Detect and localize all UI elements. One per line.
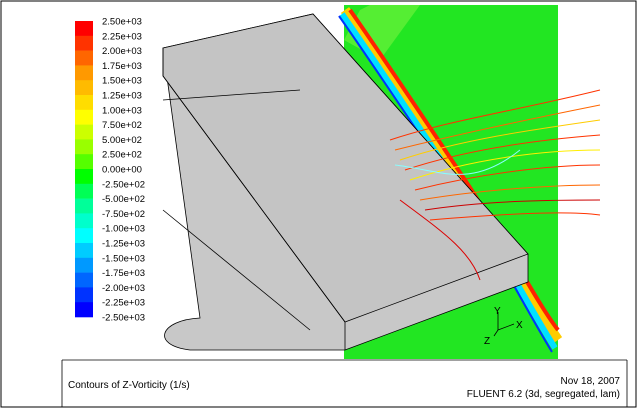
colorbar-label: 2.00e+03 bbox=[102, 46, 142, 57]
colorbar-cell bbox=[75, 80, 93, 95]
colorbar-cell bbox=[75, 110, 93, 125]
colorbar-label: 5.00e+02 bbox=[102, 135, 142, 146]
colorbar-label: 7.50e+02 bbox=[102, 120, 142, 131]
colorbar-cell bbox=[75, 169, 93, 184]
colorbar: 2.50e+03 2.25e+03 2.00e+03 1.75e+03 1.50e+03… bbox=[75, 17, 145, 324]
colorbar-label: 0.00e+00 bbox=[102, 165, 142, 176]
colorbar-cell bbox=[75, 228, 93, 243]
colorbar-label: -2.00e+03 bbox=[102, 283, 145, 294]
colorbar-label: 1.00e+03 bbox=[102, 105, 142, 116]
page: {"colorbar": { "labels": ["2.50e+03","2.… bbox=[0, 0, 637, 408]
colorbar-label: -5.00e+02 bbox=[102, 194, 145, 205]
colorbar-label: -2.50e+03 bbox=[102, 313, 145, 324]
fluent-window: Y X Z Contours of Z-Vorticity (1/s) Nov … bbox=[0, 0, 637, 408]
colorbar-label: -1.00e+03 bbox=[102, 224, 145, 235]
colorbar-label: -2.50e+02 bbox=[102, 179, 145, 190]
colorbar-cell bbox=[75, 21, 93, 36]
axis-label: Y bbox=[494, 306, 501, 317]
colorbar-cell bbox=[75, 139, 93, 154]
colorbar-cell bbox=[75, 258, 93, 273]
colorbar-label: 1.50e+03 bbox=[102, 76, 142, 87]
colorbar-label: -7.50e+02 bbox=[102, 209, 145, 220]
colorbar-label: 2.50e+02 bbox=[102, 150, 142, 161]
footer-date: Nov 18, 2007 bbox=[561, 376, 621, 387]
colorbar-label: 2.50e+03 bbox=[102, 17, 142, 28]
colorbar-cell bbox=[75, 302, 93, 317]
colorbar-label: 1.25e+03 bbox=[102, 91, 142, 102]
colorbar-cell bbox=[75, 243, 93, 258]
axis-label: X bbox=[516, 320, 523, 331]
colorbar-cell bbox=[75, 154, 93, 169]
colorbar-cell bbox=[75, 199, 93, 214]
colorbar-cell bbox=[75, 95, 93, 110]
colorbar-cell bbox=[75, 287, 93, 302]
footer-software: FLUENT 6.2 (3d, segregated, lam) bbox=[467, 389, 620, 400]
colorbar-cell bbox=[75, 51, 93, 66]
colorbar-cell bbox=[75, 184, 93, 199]
colorbar-cell bbox=[75, 65, 93, 80]
colorbar-cell bbox=[75, 125, 93, 140]
colorbar-cell bbox=[75, 36, 93, 51]
colorbar-cell bbox=[75, 273, 93, 288]
colorbar-cell bbox=[75, 213, 93, 228]
colorbar-label: -1.25e+03 bbox=[102, 239, 145, 250]
colorbar-label: -2.25e+03 bbox=[102, 298, 145, 309]
colorbar-label: -1.75e+03 bbox=[102, 268, 145, 279]
colorbar-label: 1.75e+03 bbox=[102, 61, 142, 72]
footer-title: Contours of Z-Vorticity (1/s) bbox=[68, 380, 190, 391]
colorbar-label: -1.50e+03 bbox=[102, 253, 145, 264]
colorbar-label: 2.25e+03 bbox=[102, 31, 142, 42]
axis-label: Z bbox=[484, 336, 490, 347]
